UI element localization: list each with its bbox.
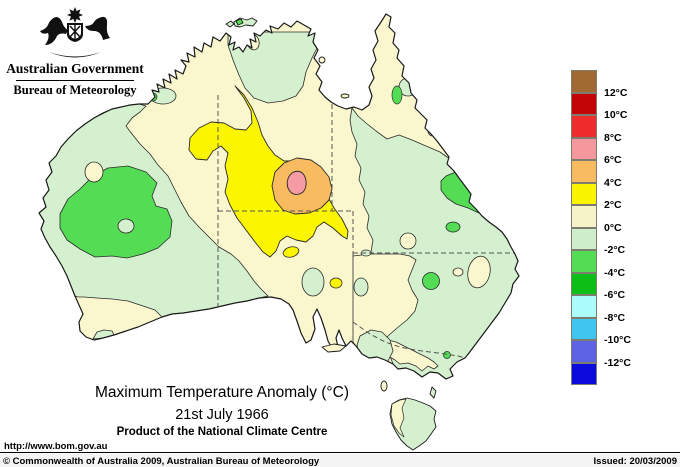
- coastline: [38, 13, 520, 380]
- copyright-text: © Commonwealth of Australia 2009, Austra…: [3, 456, 320, 467]
- legend-swatch-8-10: [571, 115, 597, 138]
- region-nsw-cream-oval-large: [467, 255, 491, 289]
- legend-swatch-neg12-neg10: [571, 340, 597, 363]
- map-product-line: Product of the National Climate Centre: [116, 426, 328, 438]
- map-title: Maximum Temperature Anomaly (°C): [95, 384, 349, 401]
- island-king: [380, 380, 388, 392]
- legend-label-10degC: 10°C: [604, 109, 628, 121]
- legend-swatch-10-12: [571, 92, 597, 115]
- region-sa-palegreen-1: [301, 267, 325, 297]
- legend-swatch-neg4-neg2: [571, 250, 597, 273]
- region-nq-palegreen-circle: [427, 125, 439, 137]
- legend-label--10degC: -10°C: [604, 334, 631, 346]
- legend-swatch-neg8-neg6: [571, 295, 597, 318]
- legend-label-2degC: 2°C: [604, 199, 622, 211]
- legend-label-12degC: 12°C: [604, 86, 628, 99]
- tasmania-west-cream: [390, 398, 407, 438]
- bureau-title: Bureau of Meteorology: [13, 83, 137, 97]
- footer-divider: [0, 452, 680, 453]
- legend-label--4degC: -4°C: [604, 266, 626, 279]
- legend-swatch-neg6-neg4: [571, 272, 597, 295]
- region-qld-green-small: [445, 221, 461, 233]
- island-melville-green: [235, 18, 244, 26]
- header-divider: [16, 80, 134, 81]
- legend-swatch-below-neg12: [571, 362, 597, 385]
- legend-swatch-4-6: [571, 160, 597, 183]
- legend-swatch-neg10-neg8: [571, 317, 597, 340]
- island-mornington: [340, 93, 350, 99]
- footer-bar: [0, 454, 680, 467]
- legend-swatch-neg2-0: [571, 227, 597, 250]
- map-date: 21st July 1966: [175, 407, 269, 423]
- state-borders: [217, 95, 516, 359]
- legend-label-4degC: 4°C: [604, 176, 622, 189]
- legend-label-8degC: 8°C: [604, 131, 622, 144]
- issued-date: Issued: 20/03/2009: [593, 456, 677, 467]
- legend-label--6degC: -6°C: [604, 289, 626, 301]
- island-bathurst: [225, 20, 235, 28]
- legend-swatch-0-2: [571, 205, 597, 228]
- legend: 12°C 10°C 8°C 6°C 4°C 2°C 0°C -2°C -4°C -6°C -8°C -…: [571, 70, 641, 386]
- region-sa-palegreen-2: [353, 277, 369, 297]
- legend-label-6degC: 6°C: [604, 154, 622, 166]
- island-flinders: [429, 386, 437, 399]
- bom-url: http://www.bom.gov.au: [4, 441, 108, 452]
- legend-swatch-above-12: [571, 70, 597, 93]
- region-nsw-cream-oval-small: [452, 267, 464, 277]
- header-branding: Australian Government Bureau of Meteorol…: [0, 6, 150, 98]
- legend-label--2degC: -2°C: [604, 244, 626, 256]
- region-wa-green: [59, 165, 173, 259]
- border-nsw-vic: [352, 321, 466, 359]
- legend-label--8degC: -8°C: [604, 311, 626, 324]
- island-kangaroo: [321, 343, 347, 353]
- legend-label--12degC: -12°C: [604, 356, 631, 369]
- coat-of-arms-icon: [40, 7, 110, 58]
- government-title: Australian Government: [6, 61, 144, 76]
- legend-swatch-6-8: [571, 137, 597, 160]
- region-sa-yellow-spot-2: [329, 277, 343, 289]
- region-topend-palegreen: [227, 31, 319, 104]
- region-qld-border-cream-oval: [399, 232, 417, 250]
- islands: [225, 17, 437, 451]
- region-nsw-green-circle: [422, 272, 440, 290]
- legend-swatch-2-4: [571, 182, 597, 205]
- region-capeyork-green-coast: [391, 85, 403, 105]
- region-central-pink: [286, 170, 307, 195]
- region-vic-green-dot: [443, 351, 451, 359]
- region-wa-green-hole: [117, 218, 135, 234]
- title-block: Maximum Temperature Anomaly (°C) 21st Ju…: [62, 384, 382, 438]
- legend-label-0degC: 0°C: [604, 221, 622, 234]
- island-groote: [318, 56, 326, 64]
- region-wa-cream-spot: [84, 161, 104, 183]
- region-sa-yellow-spot-1: [282, 246, 300, 258]
